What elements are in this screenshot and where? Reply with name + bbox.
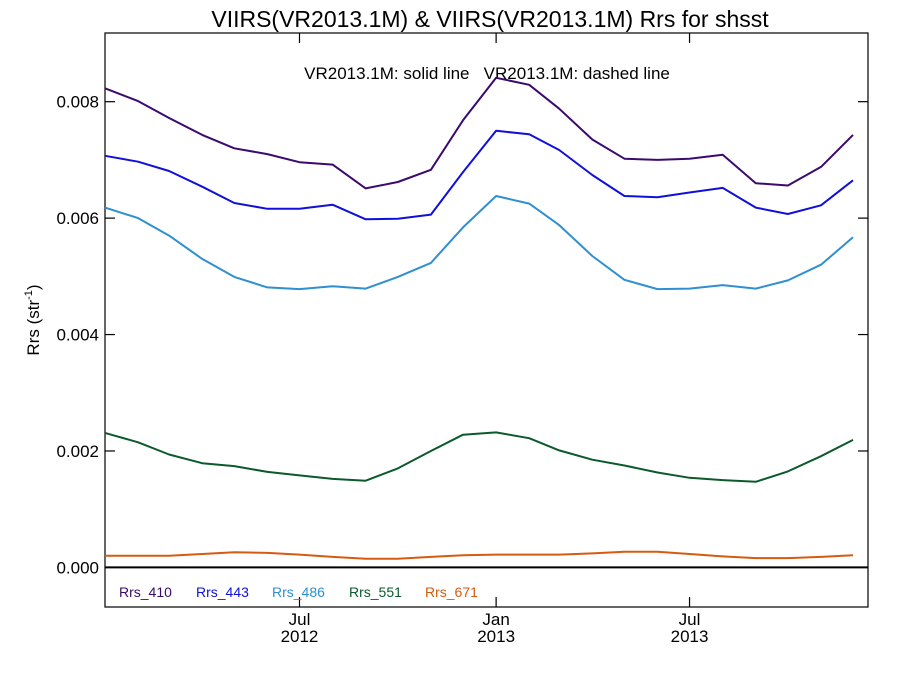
x-tick-label-month: Jul — [289, 610, 311, 629]
y-tick-label: 0.002 — [56, 442, 99, 461]
legend-item-rrs-486: Rrs_486 — [272, 584, 325, 600]
legend-item-rrs-551: Rrs_551 — [349, 584, 402, 600]
legend-item-rrs-443: Rrs_443 — [196, 584, 249, 600]
series-line-rrs-410 — [104, 76, 854, 190]
series-line-rrs-486 — [104, 195, 854, 291]
series-line-rrs-671 — [105, 550, 854, 560]
y-tick-label: 0.006 — [56, 209, 99, 228]
series-line-rrs-443 — [104, 129, 854, 221]
series-layer — [104, 76, 854, 560]
y-axis-label-superscript: -1 — [23, 290, 35, 300]
x-tick-label-year: 2012 — [281, 627, 319, 646]
x-tick-label-year: 2013 — [671, 627, 709, 646]
y-axis-label-close: ) — [24, 284, 43, 290]
series-line-rrs-551 — [104, 431, 854, 483]
x-tick-label-year: 2013 — [477, 627, 515, 646]
y-axis-label-main: Rrs (str — [24, 300, 43, 356]
y-tick-label: 0.000 — [56, 558, 99, 577]
legend-item-rrs-410: Rrs_410 — [119, 584, 172, 600]
x-tick-label-month: Jul — [679, 610, 701, 629]
y-axis-label: Rrs (str-1) — [23, 284, 43, 355]
chart-title: VIIRS(VR2013.1M) & VIIRS(VR2013.1M) Rrs … — [211, 6, 769, 32]
x-tick-label-month: Jan — [482, 610, 509, 629]
chart-annotation: VR2013.1M: solid line VR2013.1M: dashed … — [304, 64, 670, 83]
y-tick-label: 0.008 — [56, 93, 99, 112]
y-axis: 0.000 0.002 0.004 0.006 0.008 — [56, 93, 868, 577]
plot-frame — [104, 32, 869, 608]
legend-item-rrs-671: Rrs_671 — [425, 584, 478, 600]
legend: Rrs_410 Rrs_443 Rrs_486 Rrs_551 Rrs_671 — [119, 584, 478, 600]
y-tick-label: 0.004 — [56, 326, 99, 345]
